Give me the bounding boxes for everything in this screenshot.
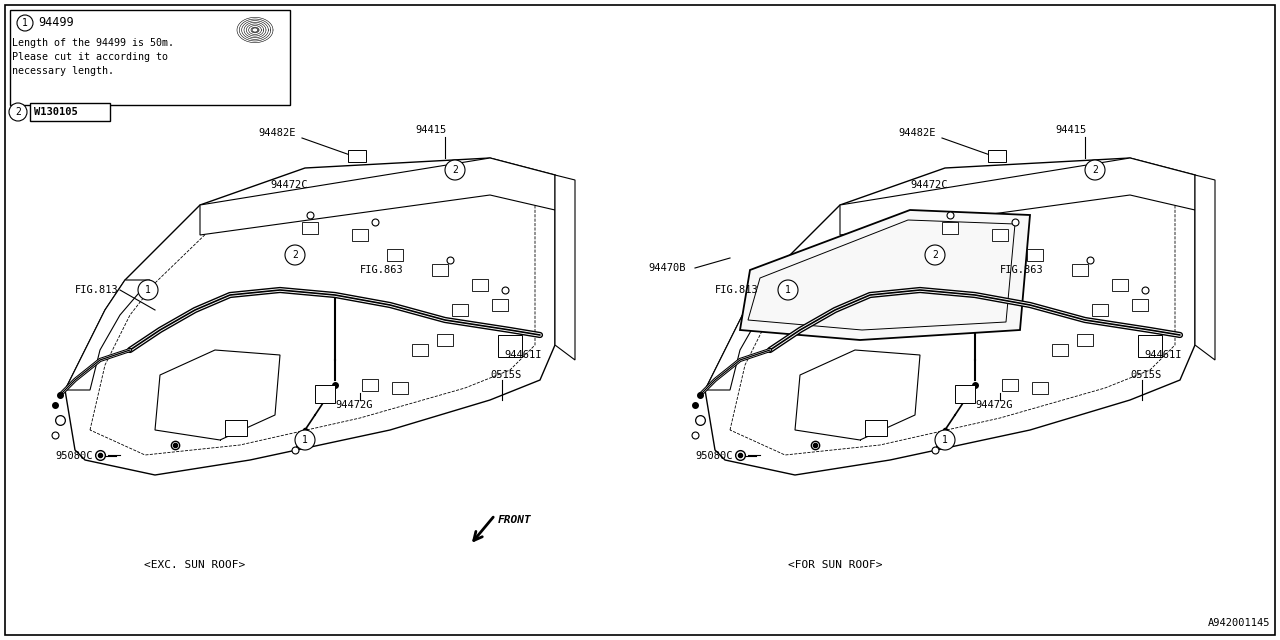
Text: 95080C: 95080C — [55, 451, 92, 461]
Text: 94415: 94415 — [1055, 125, 1087, 135]
Text: 94472G: 94472G — [335, 400, 372, 410]
Text: 2: 2 — [15, 107, 20, 117]
FancyBboxPatch shape — [1052, 344, 1068, 356]
Polygon shape — [840, 158, 1196, 235]
Polygon shape — [705, 158, 1196, 475]
Polygon shape — [155, 350, 280, 440]
FancyBboxPatch shape — [955, 385, 975, 403]
FancyBboxPatch shape — [1073, 264, 1088, 276]
Text: 2: 2 — [452, 165, 458, 175]
FancyBboxPatch shape — [315, 385, 335, 403]
FancyBboxPatch shape — [29, 103, 110, 121]
Text: FRONT: FRONT — [498, 515, 531, 525]
Circle shape — [778, 280, 797, 300]
FancyBboxPatch shape — [433, 264, 448, 276]
Circle shape — [925, 245, 945, 265]
FancyBboxPatch shape — [436, 334, 453, 346]
Text: 0515S: 0515S — [1130, 370, 1161, 380]
Polygon shape — [740, 210, 1030, 340]
FancyBboxPatch shape — [498, 335, 522, 357]
FancyBboxPatch shape — [362, 379, 378, 391]
FancyBboxPatch shape — [412, 344, 428, 356]
Text: 94482E: 94482E — [899, 128, 936, 138]
FancyBboxPatch shape — [865, 420, 887, 436]
FancyBboxPatch shape — [452, 304, 468, 316]
Text: Please cut it according to: Please cut it according to — [12, 52, 168, 62]
Text: W130105: W130105 — [35, 107, 78, 117]
FancyBboxPatch shape — [942, 222, 957, 234]
Circle shape — [9, 103, 27, 121]
Text: FIG.863: FIG.863 — [360, 265, 403, 275]
Text: 2: 2 — [292, 250, 298, 260]
Text: 0515S: 0515S — [490, 370, 521, 380]
Polygon shape — [65, 158, 556, 475]
FancyBboxPatch shape — [492, 299, 508, 311]
Text: 94472C: 94472C — [270, 180, 307, 190]
FancyBboxPatch shape — [1076, 334, 1093, 346]
Text: <EXC. SUN ROOF>: <EXC. SUN ROOF> — [145, 560, 246, 570]
Text: 94472G: 94472G — [975, 400, 1012, 410]
FancyBboxPatch shape — [472, 279, 488, 291]
FancyBboxPatch shape — [1132, 299, 1148, 311]
Text: 94470B: 94470B — [648, 263, 686, 273]
Text: 1: 1 — [785, 285, 791, 295]
Polygon shape — [556, 175, 575, 360]
Polygon shape — [795, 350, 920, 440]
Polygon shape — [65, 280, 150, 390]
Circle shape — [294, 430, 315, 450]
Polygon shape — [705, 280, 790, 390]
FancyBboxPatch shape — [1032, 382, 1048, 394]
FancyBboxPatch shape — [1112, 279, 1128, 291]
FancyBboxPatch shape — [988, 150, 1006, 162]
Text: <FOR SUN ROOF>: <FOR SUN ROOF> — [787, 560, 882, 570]
Text: 94461I: 94461I — [504, 350, 541, 360]
Text: 94499: 94499 — [38, 17, 74, 29]
Text: necessary length.: necessary length. — [12, 66, 114, 76]
Text: 2: 2 — [932, 250, 938, 260]
Text: 94415: 94415 — [415, 125, 447, 135]
Circle shape — [1085, 160, 1105, 180]
Text: 1: 1 — [22, 18, 28, 28]
Polygon shape — [1196, 175, 1215, 360]
FancyBboxPatch shape — [225, 420, 247, 436]
Text: 2: 2 — [1092, 165, 1098, 175]
FancyBboxPatch shape — [1002, 379, 1018, 391]
Circle shape — [285, 245, 305, 265]
Text: 1: 1 — [302, 435, 308, 445]
Text: FIG.863: FIG.863 — [1000, 265, 1043, 275]
Text: A942001145: A942001145 — [1207, 618, 1270, 628]
Text: FIG.813: FIG.813 — [76, 285, 119, 295]
FancyBboxPatch shape — [392, 382, 408, 394]
Circle shape — [138, 280, 157, 300]
FancyBboxPatch shape — [387, 249, 403, 261]
Text: 95080C: 95080C — [695, 451, 732, 461]
Circle shape — [445, 160, 465, 180]
Text: Length of the 94499 is 50m.: Length of the 94499 is 50m. — [12, 38, 174, 48]
FancyBboxPatch shape — [1027, 249, 1043, 261]
FancyBboxPatch shape — [1092, 304, 1108, 316]
FancyBboxPatch shape — [352, 229, 369, 241]
Polygon shape — [200, 158, 556, 235]
FancyBboxPatch shape — [302, 222, 317, 234]
Text: 1: 1 — [942, 435, 948, 445]
Text: FIG.813: FIG.813 — [716, 285, 759, 295]
FancyBboxPatch shape — [1138, 335, 1162, 357]
Text: 94482E: 94482E — [259, 128, 296, 138]
Text: 1: 1 — [145, 285, 151, 295]
FancyBboxPatch shape — [10, 10, 291, 105]
Circle shape — [934, 430, 955, 450]
Text: 94461I: 94461I — [1144, 350, 1181, 360]
FancyBboxPatch shape — [348, 150, 366, 162]
Circle shape — [17, 15, 33, 31]
FancyBboxPatch shape — [992, 229, 1009, 241]
Text: 94472C: 94472C — [910, 180, 947, 190]
